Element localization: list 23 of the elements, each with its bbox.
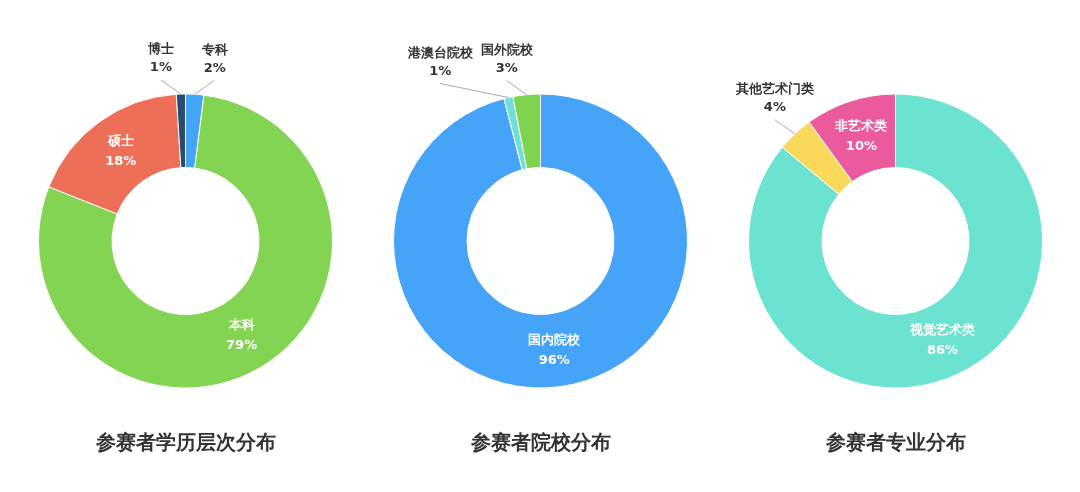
text: 参赛者院校分布: [469, 430, 611, 455]
slice-label: 硕士: [106, 133, 134, 149]
data-label: 2%: [203, 59, 226, 75]
slice-label: 其他艺术门类: [734, 81, 814, 97]
data-label: 79%: [226, 337, 258, 353]
slice-label: 本科: [227, 317, 255, 333]
slice-label: 视觉艺术类: [908, 322, 975, 338]
data-label: 1%: [149, 59, 172, 75]
data-label: 3%: [495, 60, 518, 76]
slice-label: 港澳台院校: [406, 44, 474, 60]
text: 参赛者专业分布: [824, 430, 966, 455]
data-label: 18%: [105, 153, 137, 169]
data-label: 4%: [763, 99, 786, 115]
data-label: 10%: [845, 137, 877, 153]
slice-label: 博士: [146, 41, 174, 57]
slice-label: 国内院校: [528, 331, 582, 347]
slice-label: 专科: [200, 41, 228, 57]
data-label: 86%: [926, 342, 958, 358]
slice-label: 国外院校: [480, 42, 534, 58]
data-label: 96%: [538, 351, 570, 367]
text: 参赛者学历层次分布: [94, 430, 276, 455]
slice-label: 非艺术类: [834, 117, 888, 133]
data-label: 1%: [429, 62, 452, 78]
